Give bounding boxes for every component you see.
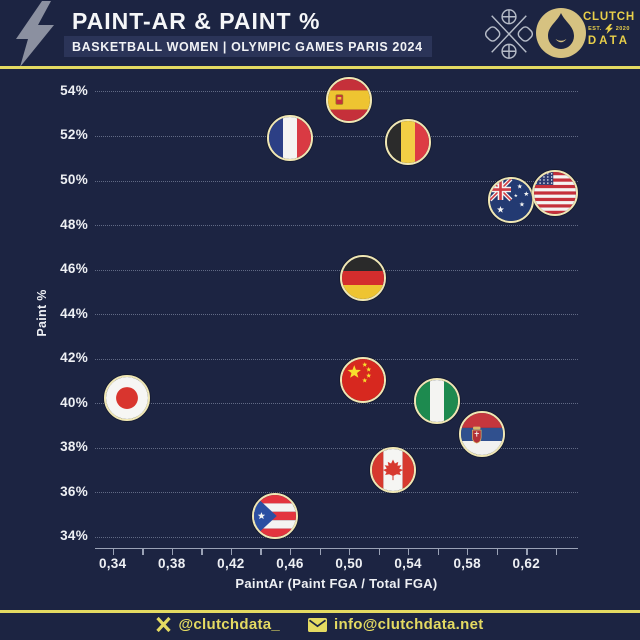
y-tick-label: 48%: [60, 216, 88, 232]
x-tick: [230, 549, 233, 555]
x-tick: [378, 549, 380, 555]
clutch-data-logo: CLUTCH EST. 2020 DATA: [580, 11, 638, 47]
data-point-puerto-rico: [251, 493, 298, 540]
envelope-icon: [308, 617, 328, 632]
email-contact: info@clutchdata.net: [308, 616, 484, 633]
y-tick-label: 38%: [60, 439, 88, 455]
header: PAINT-AR & PAINT % BASKETBALL WOMEN | OL…: [0, 0, 640, 67]
x-tick: [555, 549, 558, 555]
x-tick: [260, 549, 262, 555]
y-tick-label: 52%: [60, 127, 88, 143]
x-tick-label: 0,62: [512, 556, 541, 571]
twitter-contact: @clutchdata_: [156, 616, 280, 633]
x-tick: [319, 549, 321, 555]
header-divider: [0, 66, 640, 69]
x-axis-title: PaintAr (Paint FGA / Total FGA): [235, 576, 438, 591]
data-point-germany: [340, 255, 387, 301]
x-tick-label: 0,46: [276, 556, 304, 571]
page-title: PAINT-AR & PAINT %: [72, 8, 321, 34]
x-tick: [290, 549, 292, 555]
data-point-nigeria: [414, 377, 461, 424]
x-tick-label: 0,34: [98, 556, 127, 571]
data-point-united-states: [532, 170, 579, 217]
x-tick-label: 0,58: [453, 556, 481, 571]
y-tick-label: 46%: [60, 261, 88, 277]
x-tick-label: 0,54: [394, 556, 422, 571]
data-point-canada: [369, 446, 416, 493]
gridline: [95, 403, 578, 405]
x-tick: [496, 549, 499, 555]
data-point-china: [340, 357, 387, 404]
twitter-handle: @clutchdata_: [178, 616, 281, 633]
gridline: [95, 314, 578, 316]
x-tick-label: 0,50: [335, 556, 363, 571]
y-tick-label: 50%: [60, 172, 88, 187]
data-point-belgium: [384, 119, 431, 166]
gridline: [95, 536, 578, 538]
y-tick-label: 36%: [60, 483, 88, 499]
basketball-pictogram-icon: [484, 6, 534, 67]
brand-year-text: 2020: [615, 26, 630, 32]
page-subtitle: BASKETBALL WOMEN | OLYMPIC GAMES PARIS 2…: [64, 36, 432, 57]
gridline: [95, 180, 578, 182]
y-tick-label: 40%: [60, 394, 88, 410]
gridline: [95, 225, 578, 226]
gridline: [95, 269, 578, 271]
y-tick-label: 54%: [60, 82, 88, 98]
x-tick: [142, 549, 144, 555]
data-point-france: [266, 114, 313, 161]
y-tick-label: 44%: [60, 305, 88, 321]
gridline: [95, 492, 578, 494]
x-axis-line: [95, 548, 578, 550]
lightning-bolt-icon: [8, 1, 62, 72]
data-point-japan: [104, 375, 150, 422]
x-tick-label: 0,42: [217, 556, 245, 571]
brand-clutch-text: CLUTCH: [582, 11, 636, 23]
brand-est-text: EST.: [588, 26, 602, 32]
x-tick: [467, 549, 469, 555]
x-tick: [201, 549, 203, 555]
footer-divider: [0, 610, 640, 613]
x-tick: [526, 549, 528, 555]
x-tick: [112, 549, 114, 555]
data-point-spain: [325, 76, 372, 123]
footer: @clutchdata_ info@clutchdata.net: [0, 616, 640, 633]
x-twitter-icon: [156, 617, 172, 632]
email-address: info@clutchdata.net: [334, 616, 484, 633]
small-bolt-icon: [604, 24, 613, 34]
gridline: [95, 135, 578, 137]
x-tick: [349, 549, 351, 555]
brand-data-text: DATA: [587, 35, 631, 47]
x-tick: [171, 549, 174, 555]
paris-2024-flame-icon: [534, 5, 588, 66]
gridline: [95, 358, 578, 360]
y-tick-label: 42%: [60, 350, 88, 366]
data-point-serbia: [458, 410, 505, 457]
y-tick-label: 34%: [60, 528, 88, 544]
data-point-australia: [488, 177, 534, 223]
x-tick-label: 0,38: [158, 556, 186, 571]
gridline: [95, 447, 578, 449]
x-tick: [408, 549, 410, 555]
x-tick: [437, 549, 439, 555]
